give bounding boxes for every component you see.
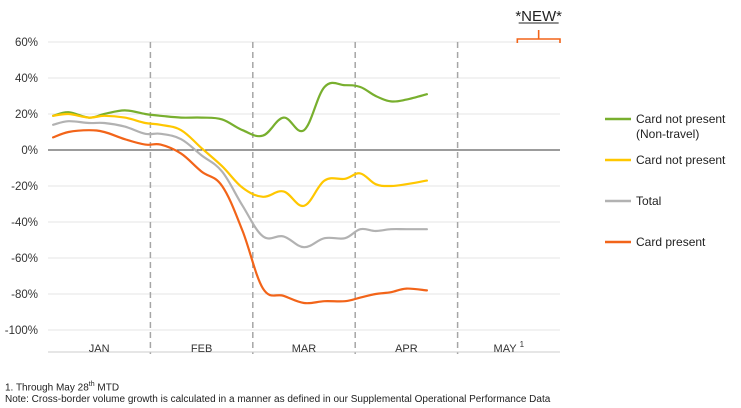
- new-bracket: [516, 30, 561, 43]
- x-tick-label: MAY 1: [494, 340, 525, 355]
- x-tick-label: FEB: [191, 343, 212, 355]
- chart-axes: 60% 40% 20% 0% -20% -40% -60% -80% -100% JAN FEB MA…: [5, 37, 560, 355]
- x-tick-label: JAN: [89, 343, 110, 355]
- footnote-1: 1. Through May 28th MTD: [5, 381, 120, 394]
- legend-label-total: Total: [636, 194, 661, 208]
- x-tick-label: MAR: [292, 343, 317, 355]
- y-tick-label: -60%: [11, 253, 38, 265]
- new-annotation: *NEW*: [515, 8, 562, 43]
- chart-grid: [48, 41, 560, 354]
- y-tick-label: 60%: [15, 37, 38, 49]
- legend-label-card-not-present-non-travel-line2: (Non-travel): [636, 127, 699, 141]
- y-tick-label: 40%: [15, 73, 38, 85]
- legend-label-card-present: Card present: [636, 235, 706, 249]
- series-line-total: [52, 120, 428, 249]
- x-tick-label: APR: [395, 343, 418, 355]
- new-label: *NEW*: [515, 8, 562, 25]
- y-tick-label: -20%: [11, 181, 38, 193]
- footnote-note: Note: Cross-border volume growth is calc…: [5, 394, 551, 405]
- y-tick-label: -80%: [11, 289, 38, 301]
- chart-series: [52, 81, 428, 305]
- legend-label-card-not-present-non-travel: Card not present: [636, 112, 726, 126]
- y-tick-label: 0%: [21, 145, 38, 157]
- series-line-card-present: [52, 129, 428, 305]
- series-line-card-not-present-non-travel: [52, 81, 428, 138]
- y-tick-label: 20%: [15, 109, 38, 121]
- series-line-card-not-present: [52, 112, 428, 207]
- y-tick-label: -100%: [5, 325, 38, 337]
- legend-label-card-not-present: Card not present: [636, 153, 726, 167]
- chart-legend: Card not present(Non-travel)Card not pre…: [605, 112, 726, 249]
- y-tick-label: -40%: [11, 217, 38, 229]
